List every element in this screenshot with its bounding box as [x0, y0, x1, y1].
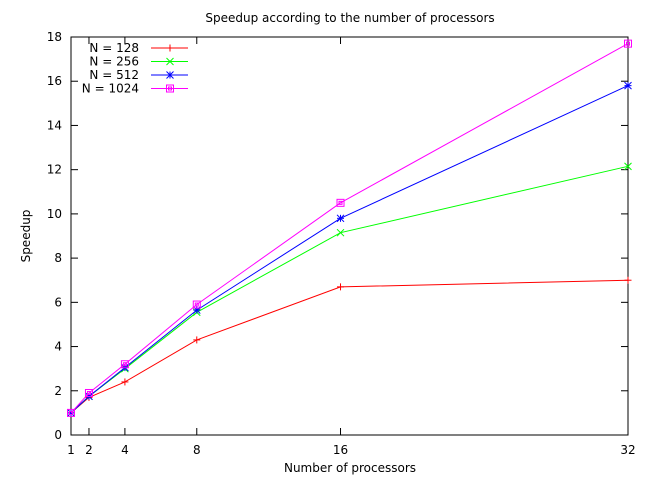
y-tick-label: 6 [54, 295, 62, 309]
y-tick-label: 18 [47, 30, 62, 44]
data-point-marker [121, 378, 129, 386]
x-tick-label: 2 [85, 443, 93, 457]
y-tick-label: 14 [47, 118, 62, 132]
data-point-marker [624, 39, 632, 48]
data-point-marker [624, 162, 632, 171]
data-point-marker [337, 283, 345, 291]
y-axis-label: Speedup [19, 210, 33, 263]
data-point-marker [336, 214, 345, 223]
legend-marker [166, 71, 174, 79]
data-point-marker [84, 388, 93, 397]
plot-frame [70, 36, 629, 436]
data-point-marker [624, 276, 632, 284]
y-tick-label: 0 [54, 428, 62, 442]
series-layer [67, 39, 632, 417]
x-tick-label: 16 [333, 443, 348, 457]
legend-label: N = 512 [89, 68, 139, 82]
series-line-0 [70, 279, 629, 414]
data-point-marker [624, 81, 632, 90]
x-axis-label: Number of processors [284, 461, 416, 475]
data-point-marker [193, 336, 201, 344]
x-tick-label: 32 [620, 443, 635, 457]
x-tick-label: 1 [67, 443, 75, 457]
x-tick-label: 8 [193, 443, 201, 457]
legend-marker [166, 44, 174, 52]
y-tick-label: 2 [54, 384, 62, 398]
series-line-3 [70, 43, 629, 414]
chart-title: Speedup according to the number of proce… [205, 11, 494, 25]
x-tick-label: 4 [121, 443, 129, 457]
series-line-2 [70, 85, 629, 414]
legend-marker [166, 84, 174, 93]
y-tick-label: 10 [47, 207, 62, 221]
y-tick-label: 4 [54, 340, 62, 354]
legend-label: N = 1024 [82, 82, 139, 96]
y-tick-label: 12 [47, 163, 62, 177]
data-point-marker [192, 300, 201, 309]
data-point-marker [336, 228, 345, 237]
legend-marker [166, 57, 174, 66]
legend-label: N = 128 [89, 41, 139, 55]
data-point-marker [120, 360, 129, 369]
data-point-marker [67, 408, 75, 417]
y-tick-label: 8 [54, 251, 62, 265]
data-point-marker [336, 198, 345, 207]
y-tick-label: 16 [47, 74, 62, 88]
legend-label: N = 256 [89, 55, 139, 69]
series-line-1 [70, 165, 629, 414]
